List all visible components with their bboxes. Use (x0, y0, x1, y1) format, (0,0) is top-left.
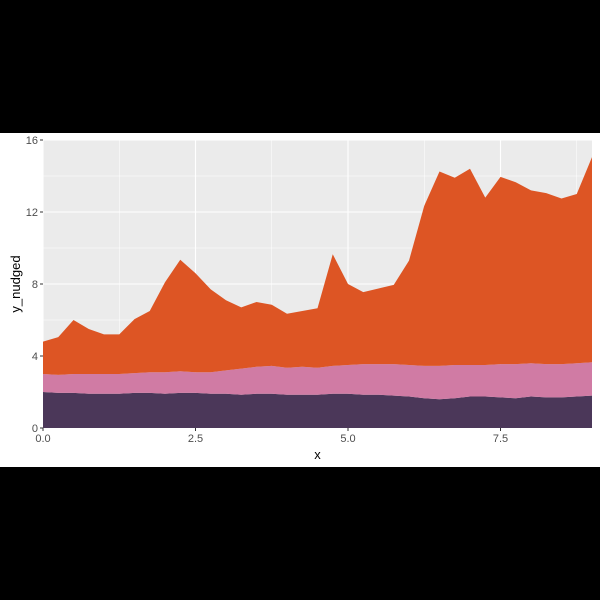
stacked-area-chart: 0.0 2.5 5.0 7.5 0 4 8 12 16 x y_nudged (8, 135, 592, 462)
x-tick-label: 5.0 (340, 433, 355, 445)
series-area-3 (43, 157, 592, 375)
y-tick-label: 16 (26, 135, 38, 147)
series-area-1 (43, 392, 592, 428)
x-tick-label: 7.5 (493, 433, 508, 445)
y-tick-label: 8 (32, 279, 38, 291)
y-tick-label: 12 (26, 207, 38, 219)
series-area-2 (43, 362, 592, 400)
y-tick-label: 0 (32, 423, 38, 435)
y-tick-label: 4 (32, 351, 38, 363)
y-axis: 0 4 8 12 16 (26, 135, 43, 435)
x-tick-label: 0.0 (35, 433, 50, 445)
x-axis: 0.0 2.5 5.0 7.5 (35, 428, 508, 445)
x-tick-label: 2.5 (188, 433, 203, 445)
x-axis-title: x (314, 447, 321, 462)
chart-figure: 0.0 2.5 5.0 7.5 0 4 8 12 16 x y_nudged (0, 133, 600, 467)
y-axis-title: y_nudged (8, 255, 23, 312)
series-areas (43, 157, 592, 428)
